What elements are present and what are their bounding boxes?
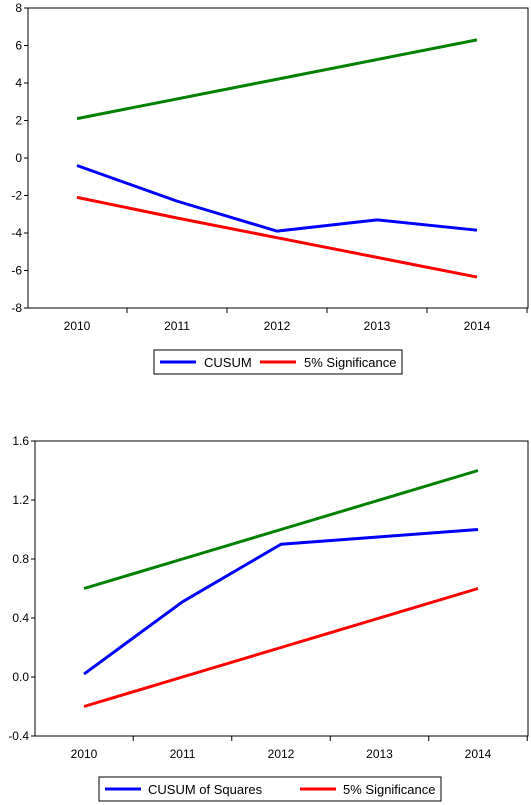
y-tick-label: 0 [15,151,22,165]
legend-label-cusum: CUSUM [204,355,252,370]
y-tick-label: 0.8 [12,552,29,566]
x-tick-label: 2011 [164,319,190,333]
legend-box [98,776,442,802]
series-line-5-significance [83,587,479,708]
x-tick-label: 2013 [366,747,393,761]
y-tick-label: 0.4 [12,611,29,625]
series-layer [83,469,479,708]
y-tick-label: -8 [11,301,22,315]
x-tick-label: 2014 [465,747,492,761]
x-tick-label: 2011 [170,747,196,761]
cusum-squares-chart: 1.6 1.2 0.8 0.4 0.0 -0.4 2010 2011 2012 2013 2014… [8,434,529,802]
plot-frame [27,7,529,309]
y-tick-label: 0.0 [12,670,29,684]
legend-label-cusum-squares: CUSUM of Squares [148,782,263,797]
series-line-cusum [76,164,478,233]
y-tick-label: 1.6 [12,434,29,448]
series-layer [76,38,478,279]
y-tick-label: -6 [11,264,22,278]
x-tick-label: 2010 [64,319,91,333]
y-tick-label: 2 [15,114,22,128]
y-tick-label: 6 [15,39,22,53]
legend-label-significance: 5% Significance [343,782,436,797]
y-tick-label: 4 [15,76,22,90]
x-axis: 2010 2011 2012 2013 2014 [64,308,528,333]
y-tick-label: -0.4 [8,729,29,743]
legend: CUSUM 5% Significance [153,349,403,375]
series-line-bound-upper [76,38,478,121]
y-tick-label: -2 [11,189,22,203]
legend: CUSUM of Squares 5% Significance [98,776,442,802]
series-line-5-significance [76,195,478,279]
y-tick-label: 1.2 [12,493,29,507]
series-line-bound-upper [83,469,479,590]
legend-label-significance: 5% Significance [304,355,397,370]
x-axis: 2010 2011 2012 2013 2014 [71,736,528,761]
x-tick-label: 2014 [464,319,491,333]
x-tick-label: 2012 [264,319,291,333]
y-axis: 8 6 4 2 0 -2 -4 -6 -8 [11,1,28,315]
x-tick-label: 2012 [268,747,295,761]
y-tick-label: -4 [11,226,22,240]
y-tick-label: 8 [15,1,22,15]
x-tick-label: 2010 [71,747,98,761]
y-axis: 1.6 1.2 0.8 0.4 0.0 -0.4 [8,434,35,743]
x-tick-label: 2013 [364,319,391,333]
series-line-cusum-of-squares [83,528,479,676]
plot-frame [34,440,529,737]
cusum-chart: 8 6 4 2 0 -2 -4 -6 -8 2010 2011 2012 2013 2014 CUSUM… [11,1,529,375]
